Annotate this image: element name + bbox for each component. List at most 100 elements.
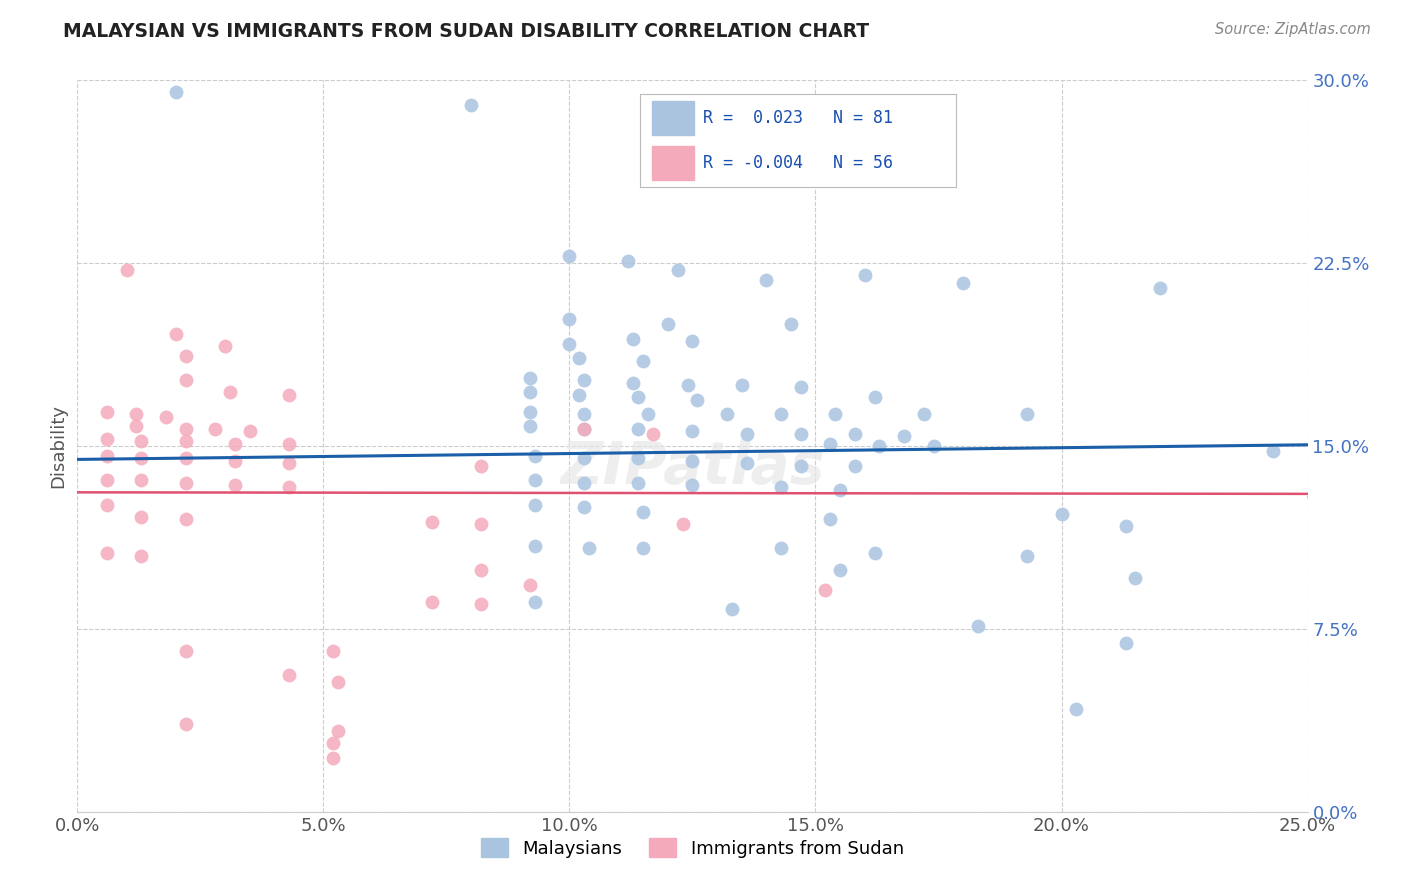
Point [96,498,118,512]
Point [578,541,600,556]
Point [716,407,738,421]
Point [524,539,547,553]
Point [460,97,482,112]
Point [820,512,842,526]
Point [830,483,852,497]
Point [735,426,758,441]
Point [790,380,813,394]
Point [574,422,596,436]
Point [657,317,679,331]
Point [322,751,344,765]
Point [214,339,236,353]
Point [224,478,246,492]
Point [830,563,852,577]
Point [326,724,350,739]
Point [96,405,118,419]
Point [420,595,443,609]
Point [1050,508,1073,522]
Point [617,253,640,268]
Point [174,434,197,449]
Point [115,263,138,277]
Point [174,422,197,436]
Point [129,451,153,466]
Point [129,473,153,487]
Point [755,273,778,287]
Point [558,249,581,263]
Point [129,509,153,524]
Point [558,312,581,326]
Point [790,458,813,473]
Text: R =  0.023   N = 81: R = 0.023 N = 81 [703,109,893,127]
Point [326,675,350,690]
Point [129,549,153,563]
Text: ZIPatlas: ZIPatlas [560,440,825,497]
Point [470,563,492,577]
Point [844,426,866,441]
Point [863,390,886,404]
Point [155,409,177,424]
Bar [652,101,693,135]
Point [1115,519,1137,533]
Point [770,407,793,421]
Point [219,385,242,400]
Point [96,432,118,446]
Point [519,419,541,434]
Point [869,439,891,453]
Point [524,473,547,487]
Point [278,668,301,682]
Point [706,146,728,161]
Point [574,500,596,514]
Point [676,378,699,392]
Point [1263,443,1285,458]
Point [174,451,197,466]
Point [239,425,262,439]
Point [844,458,866,473]
Point [165,326,187,341]
Point [666,263,689,277]
Point [165,86,187,100]
Point [1017,549,1039,563]
Point [1115,636,1137,650]
Point [558,336,581,351]
Point [893,429,915,443]
Point [682,453,704,467]
Point [224,436,246,450]
Point [568,351,591,366]
Point [623,376,645,390]
Point [574,407,596,421]
Point [204,422,226,436]
Point [568,388,591,402]
Point [770,480,793,494]
Point [174,475,197,490]
Point [824,407,846,421]
Point [574,422,596,436]
Point [574,373,596,387]
Point [524,449,547,463]
Point [657,166,679,180]
Point [519,385,541,400]
Point [780,317,803,331]
Point [790,426,813,441]
Point [174,644,197,658]
Point [278,436,301,450]
Point [519,578,541,592]
Point [519,405,541,419]
Point [322,644,344,658]
Point [623,332,645,346]
Point [574,451,596,466]
Point [637,407,659,421]
Point [174,717,197,731]
Point [420,515,443,529]
Point [125,419,148,434]
Point [853,268,876,283]
Point [524,498,547,512]
Point [643,426,665,441]
Point [574,475,596,490]
Point [96,449,118,463]
Point [672,516,695,531]
Point [524,595,547,609]
Point [627,422,650,436]
Point [820,436,842,450]
Legend: Malaysians, Immigrants from Sudan: Malaysians, Immigrants from Sudan [474,830,911,865]
Point [735,456,758,470]
